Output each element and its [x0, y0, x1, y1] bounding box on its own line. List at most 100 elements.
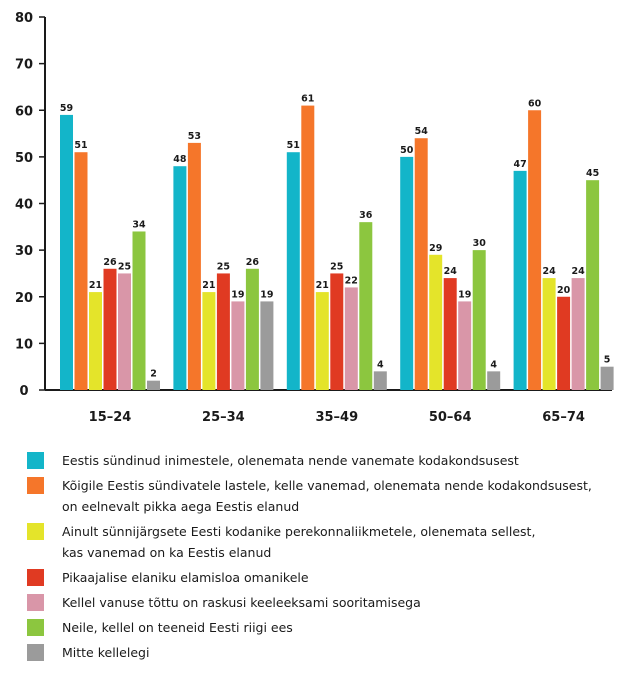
bar	[315, 292, 329, 390]
bar	[586, 180, 600, 390]
data-label: 21	[89, 280, 102, 291]
data-label: 20	[557, 285, 571, 296]
data-label: 59	[60, 103, 73, 114]
data-label: 54	[415, 126, 429, 137]
x-category-label: 65–74	[542, 410, 585, 425]
data-label: 21	[316, 280, 329, 291]
bar	[330, 273, 344, 390]
legend-label: Mitte kellelegi	[62, 645, 150, 660]
data-label: 50	[400, 145, 414, 156]
bar	[231, 301, 245, 390]
y-tick-label: 80	[15, 11, 33, 26]
legend-item: Neile, kellel on teeneid Eesti riigi ees	[27, 617, 617, 638]
bar	[487, 371, 501, 390]
x-category-label: 50–64	[429, 410, 472, 425]
bar	[414, 138, 428, 390]
y-tick-label: 70	[15, 58, 33, 73]
legend-item: Ainult sünnijärgsete Eesti kodanike pere…	[27, 521, 617, 563]
legend-swatch	[27, 452, 44, 469]
data-label: 53	[188, 131, 201, 142]
legend-swatch	[27, 619, 44, 636]
bar	[458, 301, 472, 390]
y-tick-label: 60	[15, 104, 33, 119]
data-label: 36	[359, 210, 373, 221]
data-label: 25	[118, 261, 131, 272]
bar	[513, 170, 527, 390]
bar	[443, 278, 457, 390]
data-label: 30	[473, 238, 487, 249]
bar	[74, 152, 88, 390]
bar	[600, 366, 614, 390]
bar	[187, 142, 201, 390]
legend-swatch	[27, 594, 44, 611]
legend-item: Eestis sündinud inimestele, olenemata ne…	[27, 450, 617, 471]
y-tick-label: 20	[15, 291, 33, 306]
data-label: 26	[103, 257, 117, 268]
data-label: 21	[202, 280, 215, 291]
data-label: 51	[287, 140, 300, 151]
legend-label: Pikaajalise elaniku elamisloa omanikele	[62, 570, 309, 585]
data-label: 51	[74, 140, 87, 151]
bar	[359, 222, 373, 390]
data-label: 5	[604, 355, 611, 366]
legend-item: Kõigile Eestis sündivatele lastele, kell…	[27, 475, 617, 517]
y-tick-label: 40	[15, 198, 33, 213]
legend-item: Kellel vanuse tõttu on raskusi keeleeksa…	[27, 592, 617, 613]
legend-label: Neile, kellel on teeneid Eesti riigi ees	[62, 620, 293, 635]
data-label: 45	[586, 168, 599, 179]
bar	[301, 105, 315, 391]
bar	[132, 231, 146, 390]
bar	[571, 278, 585, 390]
bar	[103, 268, 117, 390]
bar	[542, 278, 556, 390]
legend-label: Kõigile Eestis sündivatele lastele, kell…	[62, 478, 592, 514]
legend-swatch	[27, 477, 44, 494]
data-label: 25	[330, 261, 343, 272]
y-tick-label: 50	[15, 151, 33, 166]
legend-swatch	[27, 569, 44, 586]
x-category-label: 25–34	[202, 410, 245, 425]
data-label: 2	[150, 369, 157, 380]
legend-label: Ainult sünnijärgsete Eesti kodanike pere…	[62, 524, 536, 560]
data-label: 19	[260, 289, 273, 300]
data-label: 48	[173, 154, 187, 165]
y-tick-label: 0	[19, 384, 28, 399]
legend-item: Pikaajalise elaniku elamisloa omanikele	[27, 567, 617, 588]
legend-label: Eestis sündinud inimestele, olenemata ne…	[62, 453, 519, 468]
bar	[118, 273, 131, 390]
bar	[429, 254, 443, 390]
bar	[373, 371, 387, 390]
bar	[60, 114, 73, 390]
data-label: 19	[458, 289, 471, 300]
data-label: 22	[345, 275, 358, 286]
bar	[260, 301, 274, 390]
data-label: 60	[528, 98, 542, 109]
bar	[286, 152, 300, 390]
bar	[89, 292, 102, 390]
data-label: 61	[301, 94, 314, 105]
bar	[245, 268, 259, 390]
legend-label: Kellel vanuse tõttu on raskusi keeleeksa…	[62, 595, 421, 610]
data-label: 24	[542, 266, 556, 277]
x-category-label: 15–24	[89, 410, 132, 425]
bar	[400, 156, 414, 390]
legend-item: Mitte kellelegi	[27, 642, 617, 663]
data-label: 24	[571, 266, 585, 277]
x-category-label: 35–49	[315, 410, 358, 425]
legend-swatch	[27, 644, 44, 661]
y-tick-label: 30	[15, 244, 33, 259]
bar	[216, 273, 230, 390]
data-label: 19	[231, 289, 244, 300]
bar	[202, 292, 216, 390]
data-label: 47	[513, 159, 526, 170]
bar	[472, 250, 486, 390]
data-label: 26	[246, 257, 260, 268]
bar	[173, 166, 187, 390]
data-label: 25	[217, 261, 230, 272]
data-label: 4	[490, 359, 497, 370]
bar	[528, 110, 542, 390]
data-label: 4	[377, 359, 384, 370]
data-label: 29	[429, 243, 442, 254]
y-tick-label: 10	[15, 337, 33, 352]
